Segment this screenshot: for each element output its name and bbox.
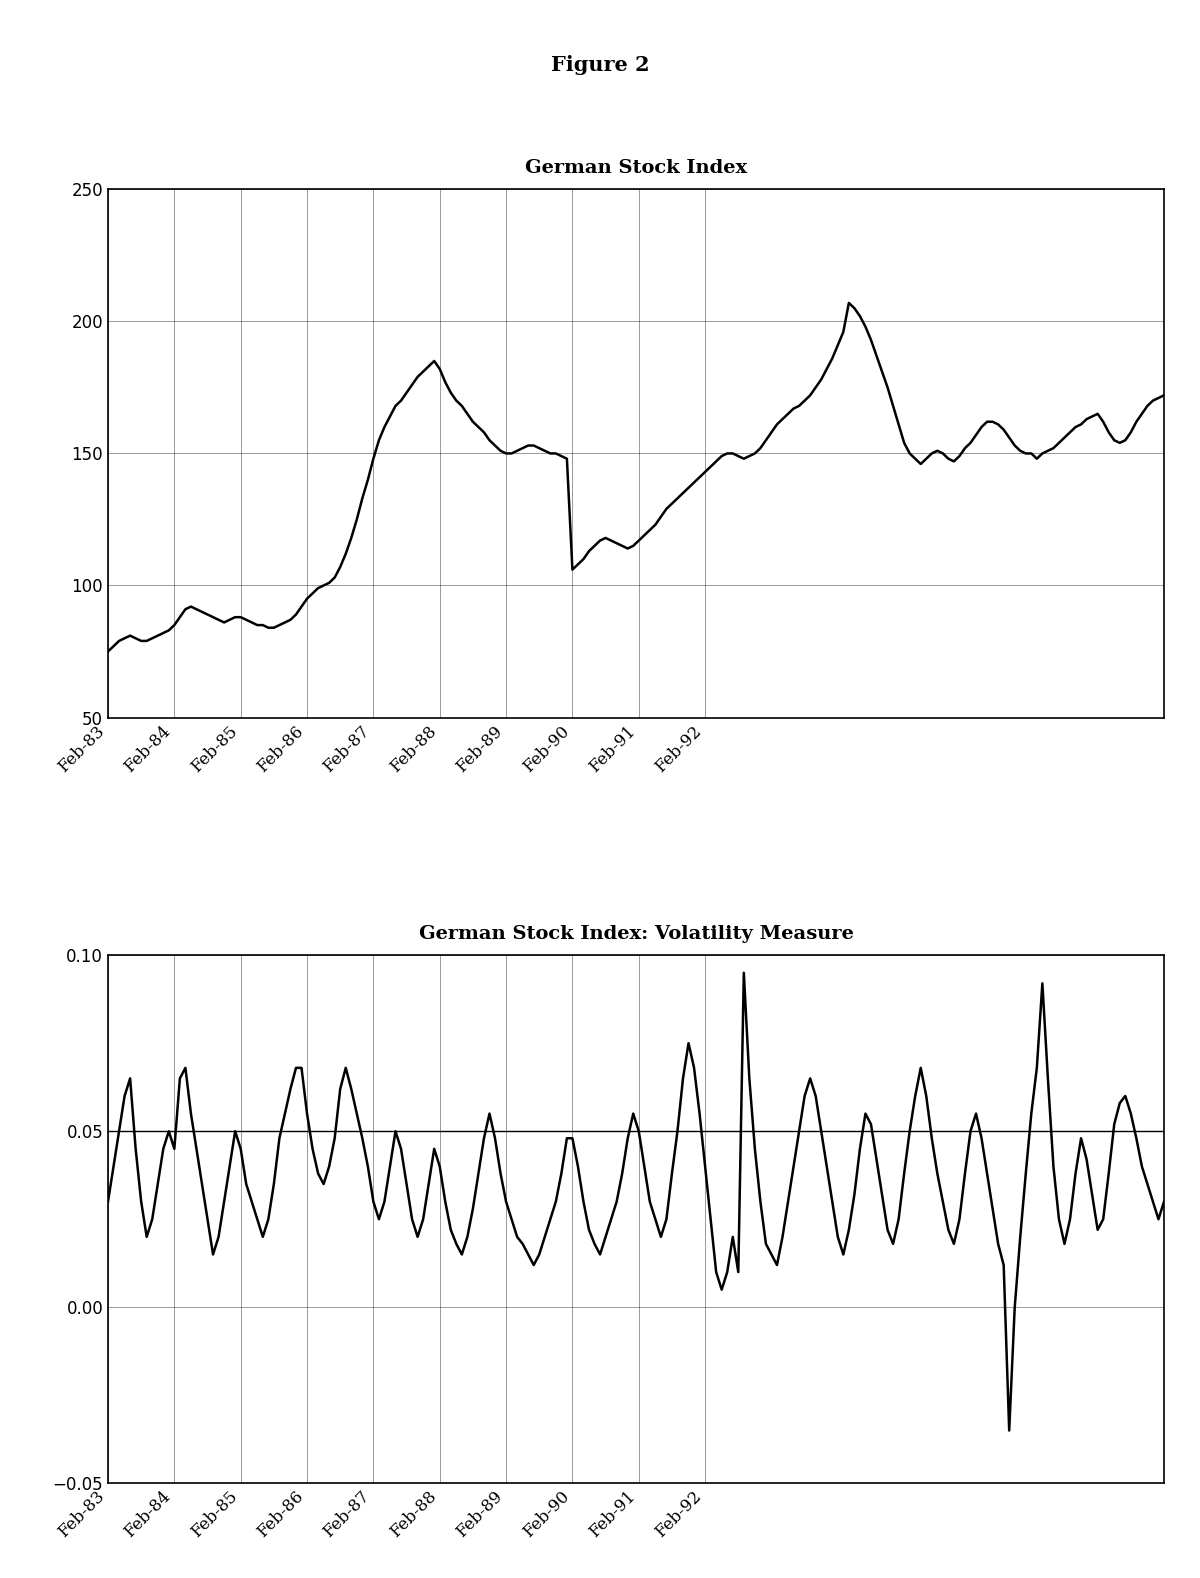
Title: German Stock Index: Volatility Measure: German Stock Index: Volatility Measure xyxy=(419,925,853,942)
Title: German Stock Index: German Stock Index xyxy=(524,159,748,177)
Text: Figure 2: Figure 2 xyxy=(551,55,649,76)
